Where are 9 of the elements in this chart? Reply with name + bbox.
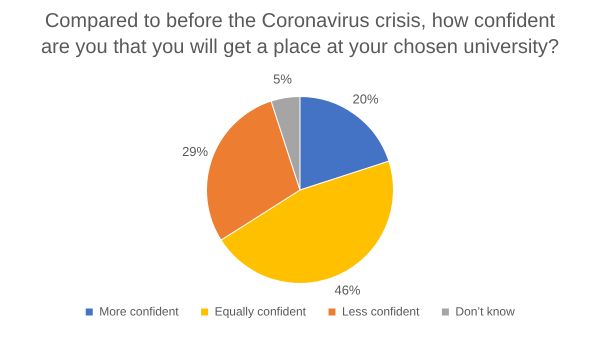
data-label: 20% — [352, 91, 379, 106]
legend-label: More confident — [99, 304, 180, 318]
data-label: 29% — [182, 144, 209, 159]
data-label: 5% — [273, 71, 292, 86]
legend-label: Don’t know — [455, 304, 516, 318]
chart-title: Compared to before the Coronavirus crisis, how confident are you that you will get a place at your chosen university? — [40, 9, 560, 60]
legend-label: Equally confident — [214, 304, 307, 318]
data-label: 46% — [334, 282, 361, 298]
legend-label: Less confident — [342, 304, 420, 318]
